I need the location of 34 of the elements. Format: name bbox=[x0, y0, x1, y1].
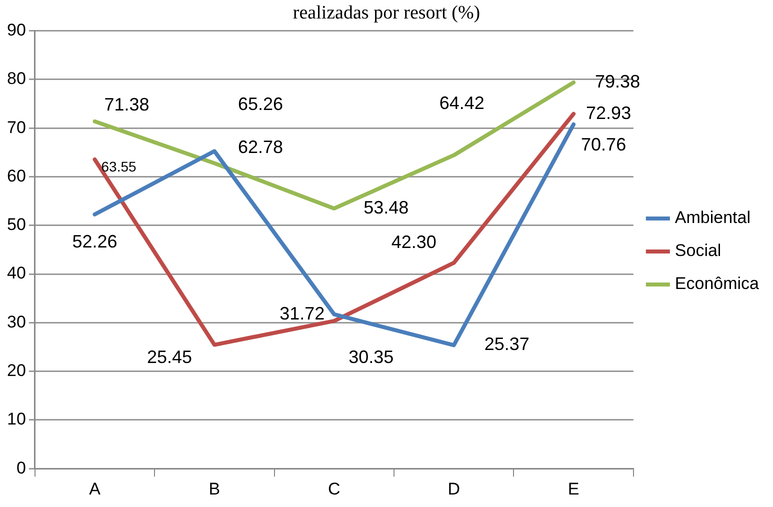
chart-title: realizadas por resort (%) bbox=[292, 2, 480, 24]
x-tick-label: C bbox=[328, 479, 340, 498]
data-label: 79.38 bbox=[595, 71, 640, 92]
y-tick-label: 10 bbox=[6, 410, 26, 429]
y-tick-label: 90 bbox=[6, 20, 26, 40]
data-label: 63.55 bbox=[101, 158, 136, 174]
data-label: 25.37 bbox=[484, 334, 530, 354]
legend-label: Ambiental bbox=[674, 208, 751, 228]
x-tick-label: A bbox=[89, 479, 102, 498]
y-tick-label: 20 bbox=[6, 361, 26, 380]
data-label: 70.76 bbox=[581, 134, 626, 154]
data-label: 42.30 bbox=[391, 232, 436, 252]
data-label: 30.35 bbox=[348, 346, 394, 367]
data-label: 52.26 bbox=[72, 231, 118, 252]
y-tick-label: 60 bbox=[6, 166, 26, 186]
y-tick-label: 40 bbox=[6, 264, 26, 283]
data-label: 65.26 bbox=[238, 94, 283, 114]
legend-label: Social bbox=[674, 241, 722, 260]
legend-label: Econômica bbox=[674, 274, 760, 294]
y-tick-label: 30 bbox=[6, 312, 26, 332]
y-tick-label: 0 bbox=[16, 458, 26, 478]
data-label: 53.48 bbox=[364, 197, 409, 218]
y-tick-label: 50 bbox=[6, 215, 26, 234]
data-label: 25.45 bbox=[146, 346, 192, 367]
data-label: 31.72 bbox=[280, 303, 325, 324]
data-label: 62.78 bbox=[238, 137, 283, 158]
data-label: 64.42 bbox=[439, 93, 484, 114]
x-tick-label: D bbox=[448, 479, 460, 498]
y-tick-label: 70 bbox=[6, 118, 26, 137]
data-label: 72.93 bbox=[586, 102, 632, 123]
y-tick-label: 80 bbox=[6, 69, 26, 88]
x-tick-label: E bbox=[568, 479, 580, 498]
x-tick-label: B bbox=[208, 479, 220, 498]
data-label: 71.38 bbox=[104, 94, 150, 114]
